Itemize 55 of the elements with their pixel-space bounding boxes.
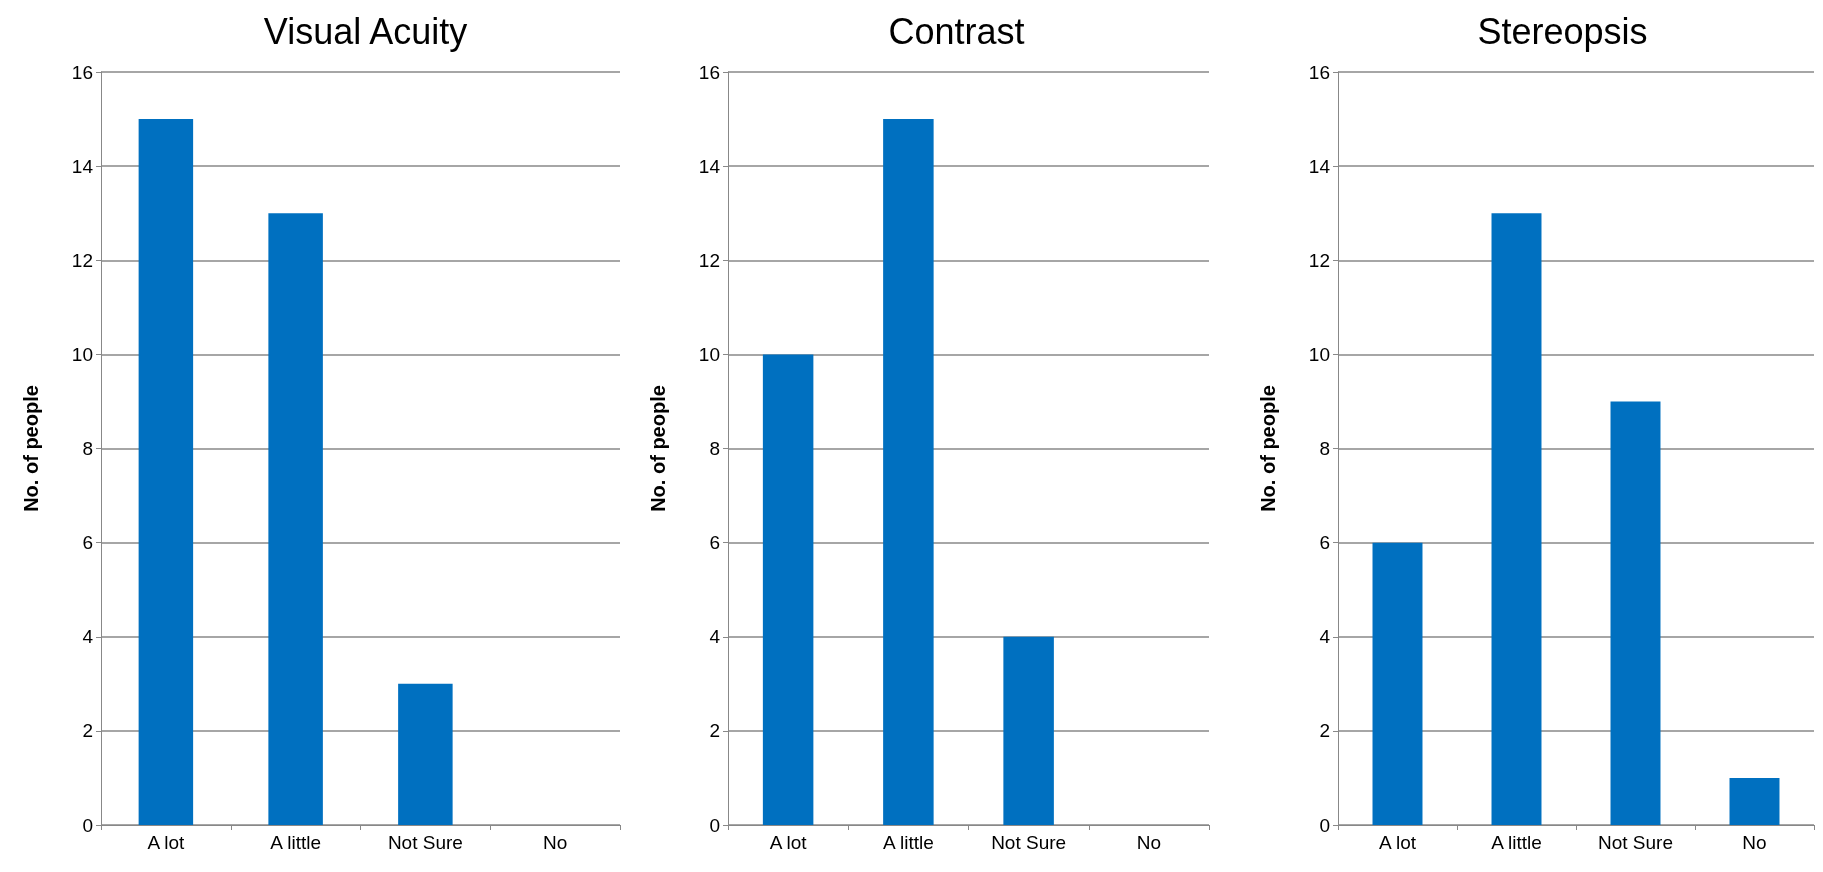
y-tick-label: 2 xyxy=(82,720,93,742)
chart-title: Stereopsis xyxy=(1477,10,1648,52)
x-tick-label: A lot xyxy=(769,832,808,853)
x-tick-label: No xyxy=(542,832,568,853)
y-tick-label: 8 xyxy=(82,438,93,459)
y-tick-label: 6 xyxy=(1319,532,1330,554)
y-tick-label: 0 xyxy=(82,814,93,836)
y-tick-label: 2 xyxy=(1319,720,1330,742)
y-tick-label: 6 xyxy=(82,532,93,554)
y-tick-label: 14 xyxy=(698,155,721,177)
y-tick-label: 10 xyxy=(698,343,720,365)
y-tick-label: 4 xyxy=(82,626,94,648)
y-tick-label: 16 xyxy=(1308,61,1330,83)
x-tick-label: No xyxy=(1136,832,1162,853)
bar xyxy=(138,119,194,825)
chart-title: Contrast xyxy=(888,10,1025,52)
y-tick-label: 6 xyxy=(709,532,720,554)
bar xyxy=(1003,636,1054,825)
y-tick-label: 10 xyxy=(1308,343,1330,365)
bar xyxy=(762,354,814,825)
y-tick-label: 16 xyxy=(698,61,720,83)
x-tick-label: A little xyxy=(1491,832,1542,853)
y-tick-label: 0 xyxy=(1319,814,1330,836)
y-tick-label: 4 xyxy=(1319,626,1331,648)
y-tick-label: 16 xyxy=(71,61,93,83)
y-tick-label: 14 xyxy=(1308,155,1331,177)
y-axis-title: No. of people xyxy=(20,385,42,512)
y-tick-label: 12 xyxy=(71,249,93,271)
bar xyxy=(268,213,323,825)
y-tick-label: 14 xyxy=(71,155,94,177)
y-tick-label: 2 xyxy=(709,720,720,742)
bar xyxy=(1491,213,1542,825)
bar xyxy=(1372,542,1423,825)
x-tick-label: A little xyxy=(883,832,934,853)
x-tick-label: Not Sure xyxy=(387,832,463,853)
x-tick-label: A lot xyxy=(1379,832,1417,853)
y-tick-label: 8 xyxy=(1319,438,1330,459)
x-tick-label: A little xyxy=(270,832,321,853)
bar xyxy=(883,119,934,825)
x-tick-label: Not Sure xyxy=(1598,832,1673,853)
y-axis-title: No. of people xyxy=(647,385,669,512)
bar xyxy=(1729,777,1780,825)
chart-title: Visual Acuity xyxy=(263,10,468,52)
y-axis-title: No. of people xyxy=(1257,385,1279,512)
x-tick-label: Not Sure xyxy=(991,832,1067,853)
y-tick-label: 0 xyxy=(709,814,720,836)
x-tick-label: A lot xyxy=(147,832,186,853)
y-tick-label: 4 xyxy=(709,626,721,648)
x-tick-label: No xyxy=(1742,832,1767,853)
y-tick-label: 12 xyxy=(698,249,720,271)
bar xyxy=(1610,401,1661,825)
y-tick-label: 8 xyxy=(709,438,720,459)
y-tick-label: 10 xyxy=(71,343,93,365)
y-tick-label: 12 xyxy=(1308,249,1330,271)
bar xyxy=(398,683,453,825)
